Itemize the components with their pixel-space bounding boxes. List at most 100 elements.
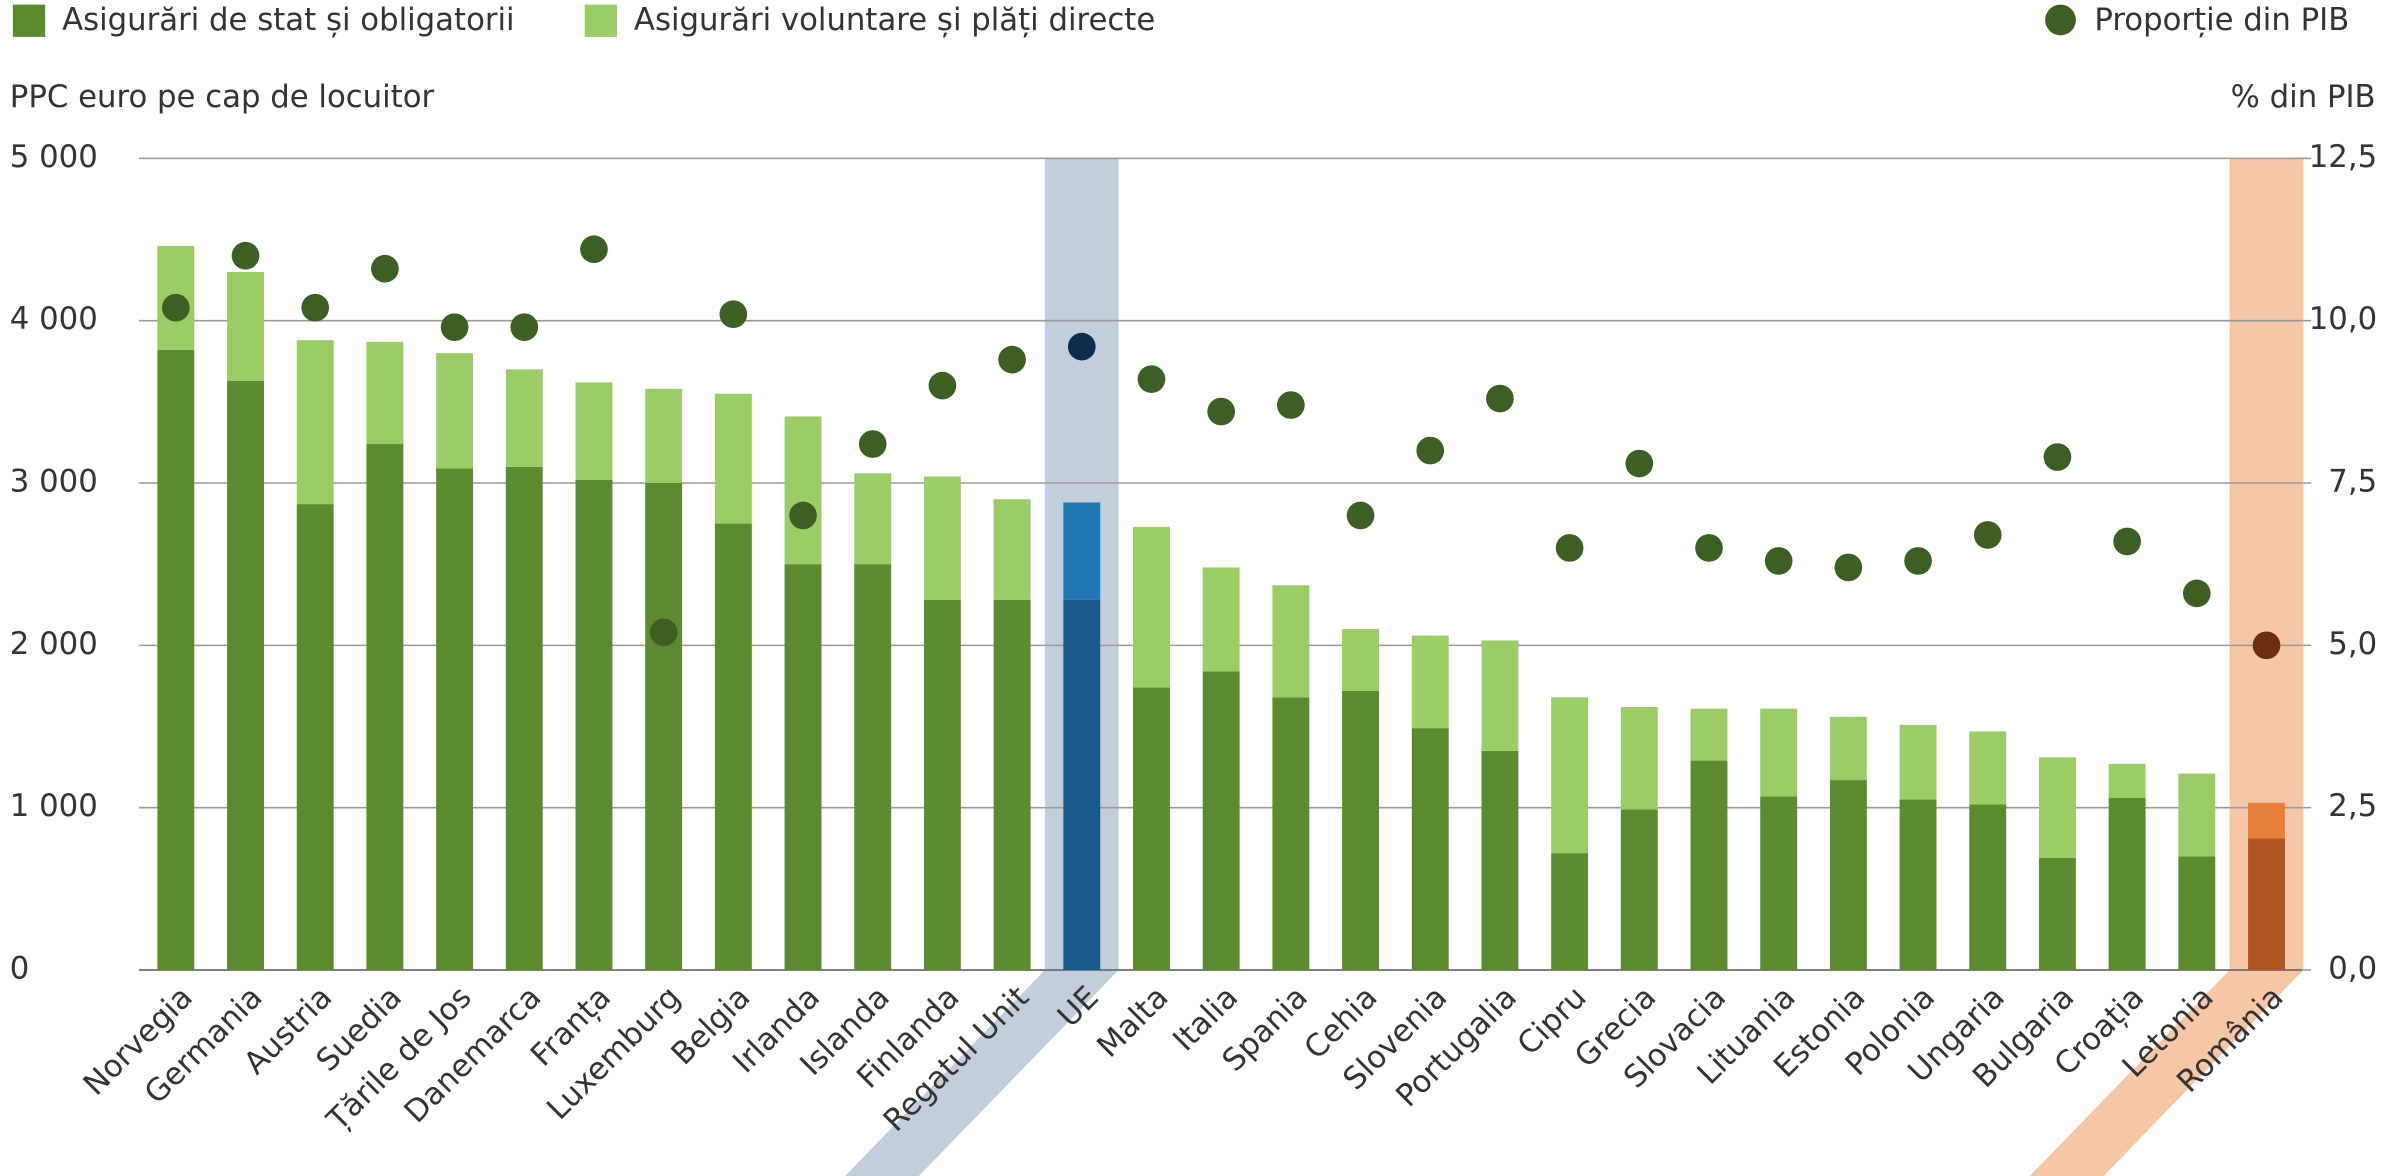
bar-segment: [1760, 708, 1798, 797]
gdp-share-dot: [1067, 332, 1096, 361]
y-tick-label: 5 000: [10, 139, 98, 175]
bar-segment: [505, 369, 543, 467]
bar-segment: [1411, 635, 1449, 729]
bar-segment: [2178, 856, 2216, 971]
bar-segment: [1899, 799, 1937, 971]
y-tick-label: 3 000: [10, 464, 98, 500]
gdp-share-dot: [1904, 547, 1932, 575]
y2-tick-label: 2,5: [2328, 788, 2377, 824]
bar-segment: [366, 444, 404, 971]
bar-segment: [1272, 697, 1310, 971]
y2-tick-label: 12,5: [2309, 139, 2377, 175]
y2-axis-label: % din PIB: [2231, 79, 2376, 115]
gdp-share-dot: [231, 241, 260, 270]
gdp-share-dot: [1137, 365, 1166, 393]
bar-segment: [645, 483, 683, 971]
y2-tick-label: 10,0: [2309, 301, 2377, 337]
gdp-share-dot: [162, 293, 190, 322]
bar-segment: [1551, 853, 1589, 971]
gdp-share-dot: [1625, 449, 1654, 478]
bar-segment: [1620, 809, 1658, 971]
gdp-share-dot: [1764, 547, 1793, 575]
bar-segment: [1063, 599, 1101, 971]
gdp-share-dot: [2182, 579, 2211, 608]
y2-tick-label: 0,0: [2328, 951, 2377, 987]
bar-segment: [2248, 802, 2285, 839]
bar-segment: [1063, 502, 1101, 600]
gdp-share-dot: [1207, 397, 1236, 426]
bar-segment: [1481, 750, 1519, 971]
bar-segment: [227, 271, 264, 381]
bar-segment: [784, 416, 822, 565]
gdp-share-dot: [1973, 521, 2002, 549]
bar-segment: [2038, 757, 2076, 858]
y-tick-label: 4 000: [10, 301, 98, 337]
bar-segment: [993, 499, 1031, 600]
highlight-band-tail: [845, 970, 1119, 1176]
bar-segment: [1481, 640, 1519, 751]
gdp-share-dot: [719, 300, 748, 329]
legend-marker: [584, 4, 618, 37]
bar-segment: [1620, 707, 1658, 810]
gdp-share-dot: [440, 313, 469, 342]
gdp-share-dot: [649, 618, 678, 647]
gdp-share-dot: [858, 430, 887, 458]
legend-label: Asigurări de stat și obligatorii: [62, 2, 515, 38]
gdp-share-dot: [1695, 534, 1723, 562]
gdp-share-dot: [1346, 501, 1375, 530]
y2-tick-label: 7,5: [2328, 464, 2377, 500]
gdp-share-dot: [580, 235, 608, 264]
bar-segment: [1411, 728, 1449, 971]
bar-segment: [2038, 857, 2076, 971]
gdp-share-dot: [789, 501, 817, 530]
gdp-share-dot: [1486, 384, 1514, 413]
bar-segment: [1899, 724, 1937, 800]
bar-segment: [1969, 731, 2007, 805]
bar-segment: [2248, 838, 2285, 971]
bar-segment: [1133, 687, 1170, 971]
bar-segment: [1202, 671, 1240, 971]
bar-segment: [1551, 697, 1589, 854]
bar-segment: [1829, 780, 1867, 971]
legend-marker: [12, 4, 46, 37]
gdp-share-dot: [301, 293, 330, 322]
bar-segment: [923, 599, 961, 971]
bar-segment: [296, 340, 334, 505]
gdp-share-dot: [510, 313, 539, 342]
gdp-share-dot: [998, 345, 1026, 374]
bar-segment: [227, 380, 264, 971]
gdp-share-dot: [1277, 391, 1305, 419]
gdp-share-dot: [371, 254, 399, 283]
x-tick-label: Malta: [1090, 979, 1175, 1064]
gdp-share-dot: [1834, 553, 1863, 582]
legend-label: Proporție din PIB: [2094, 2, 2349, 38]
gdp-share-dot: [928, 371, 957, 400]
bar-segment: [1829, 716, 1867, 781]
bar-segment: [1760, 796, 1798, 971]
bar-segment: [645, 388, 683, 484]
bar-segment: [1202, 567, 1240, 672]
bar-segment: [1272, 585, 1310, 698]
y-tick-label: 2 000: [10, 626, 98, 662]
bar-segment: [2108, 763, 2146, 798]
bar-segment: [784, 564, 822, 971]
legend-marker: [2045, 4, 2076, 36]
bar-segment: [1969, 804, 2007, 971]
bar-segment: [854, 473, 892, 565]
gdp-share-dot: [2043, 443, 2072, 471]
bar-segment: [436, 468, 474, 971]
gdp-share-dot: [1555, 534, 1584, 562]
bar-segment: [923, 476, 961, 600]
bar-segment: [505, 466, 543, 971]
y-axis-label: PPC euro pe cap de locuitor: [10, 79, 435, 115]
bar-segment: [993, 599, 1031, 971]
bar-segment: [436, 353, 474, 469]
bar-segment: [1690, 760, 1728, 971]
legend-label: Asigurări voluntare și plăți directe: [634, 2, 1155, 38]
bar-segment: [1690, 708, 1728, 761]
bar-segment: [1133, 526, 1170, 688]
bar-segment: [714, 523, 752, 971]
bar-segment: [575, 382, 613, 480]
y2-tick-label: 5,0: [2328, 626, 2377, 662]
